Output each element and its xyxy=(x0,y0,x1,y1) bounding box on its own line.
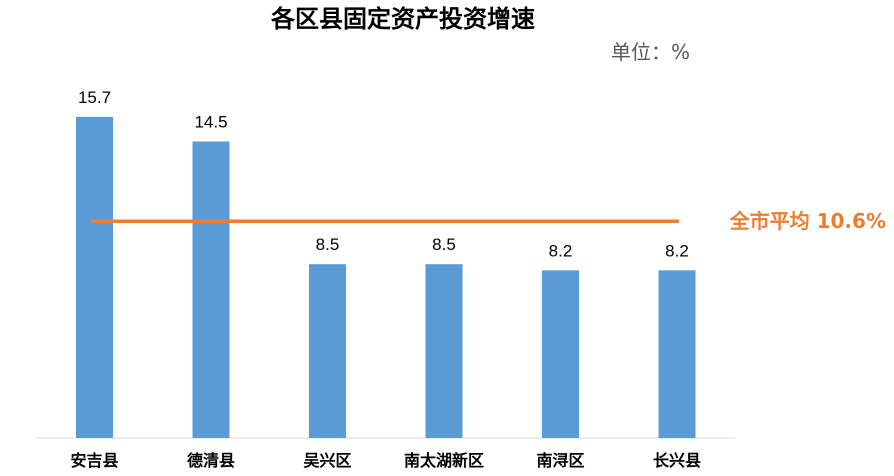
data-label-5: 8.2 xyxy=(549,241,573,260)
bar-1 xyxy=(76,116,113,439)
category-label-2: 德清县 xyxy=(187,451,235,470)
data-labels-group: 15.7 14.5 8.5 8.5 8.2 8.2 xyxy=(78,88,689,260)
bar-6 xyxy=(658,270,696,438)
bar-4 xyxy=(425,264,463,438)
category-label-5: 南浔区 xyxy=(536,451,584,470)
chart-title: 各区县固定资产投资增速 xyxy=(270,5,535,33)
category-label-3: 吴兴区 xyxy=(303,451,351,470)
data-label-2: 14.5 xyxy=(194,113,227,132)
data-label-1: 15.7 xyxy=(78,88,111,107)
category-label-1: 安吉县 xyxy=(70,451,118,470)
bar-2 xyxy=(192,141,230,438)
category-label-6: 长兴县 xyxy=(653,451,701,470)
data-label-3: 8.5 xyxy=(316,235,340,254)
bars-group xyxy=(76,116,696,439)
category-label-4: 南太湖新区 xyxy=(404,451,484,470)
data-label-4: 8.5 xyxy=(432,235,456,254)
category-labels-group: 安吉县 德清县 吴兴区 南太湖新区 南浔区 长兴县 xyxy=(70,451,701,470)
unit-label: 单位：% xyxy=(611,40,690,64)
bar-5 xyxy=(542,270,579,438)
data-label-6: 8.2 xyxy=(665,241,689,260)
average-reference-label: 全市平均 10.6% xyxy=(729,209,886,233)
bar-3 xyxy=(309,264,346,438)
